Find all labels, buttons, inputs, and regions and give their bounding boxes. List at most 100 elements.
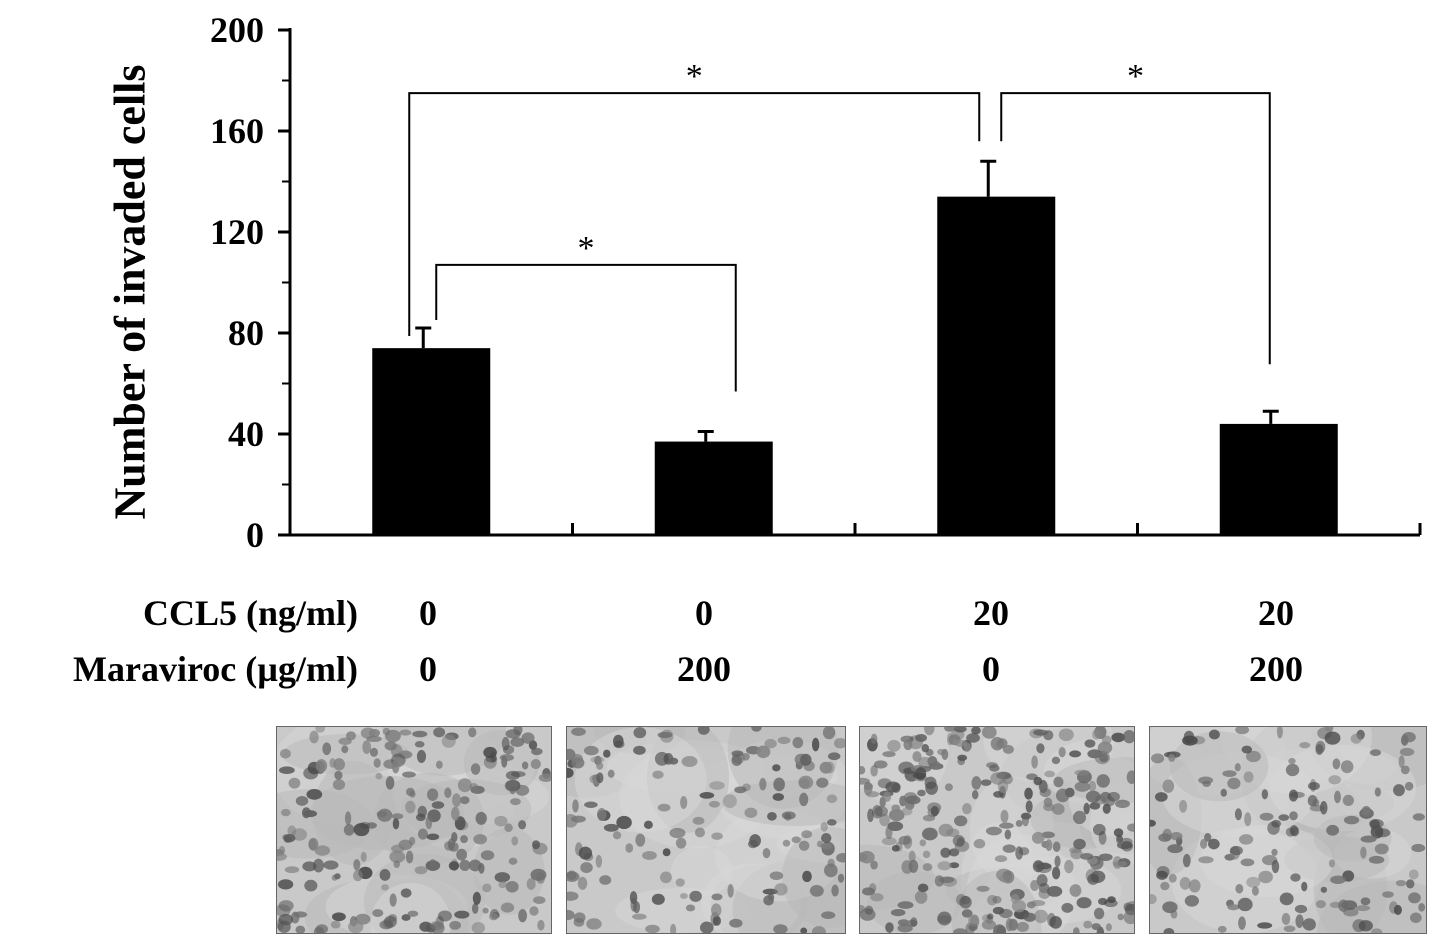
- cell: [1418, 903, 1426, 912]
- cell: [1122, 729, 1134, 744]
- cell: [389, 850, 406, 863]
- cell: [999, 822, 1014, 829]
- cell: [1240, 858, 1255, 867]
- cell: [444, 787, 452, 799]
- cell: [353, 859, 361, 871]
- cell: [1126, 770, 1134, 784]
- cell: [1117, 913, 1124, 921]
- cell: [1002, 744, 1014, 754]
- cell: [744, 807, 758, 818]
- cell: [982, 727, 997, 739]
- cell: [377, 808, 393, 822]
- cell: [417, 828, 428, 840]
- cell: [500, 902, 515, 913]
- cell: [675, 878, 685, 887]
- cell: [651, 893, 665, 905]
- cell: [348, 920, 364, 933]
- cell: [1307, 781, 1320, 791]
- cell: [1283, 925, 1296, 933]
- cell: [652, 770, 664, 779]
- cell: [366, 735, 382, 743]
- cell: [632, 913, 647, 920]
- cell: [1320, 886, 1328, 893]
- cell: [1217, 925, 1227, 933]
- cell: [607, 769, 615, 778]
- cell: [1324, 727, 1334, 732]
- cell: [314, 845, 331, 856]
- cell: [1055, 788, 1070, 803]
- cell: [800, 753, 812, 766]
- cell: [985, 826, 1002, 836]
- cell: [1179, 876, 1191, 890]
- cell: [1184, 895, 1200, 907]
- cell: [331, 912, 346, 922]
- cell: [867, 808, 874, 823]
- cell: [488, 912, 499, 921]
- micrograph-ccl5-20-maraviroc-0: [859, 726, 1135, 934]
- cell: [278, 845, 286, 855]
- cell: [451, 806, 460, 821]
- cell: [1053, 776, 1064, 788]
- y-tick-label: 120: [210, 212, 264, 252]
- cell: [1070, 848, 1083, 860]
- cell: [791, 836, 801, 844]
- cell: [772, 793, 785, 801]
- cell: [944, 783, 953, 792]
- cell: [1400, 765, 1410, 775]
- cell: [734, 786, 747, 794]
- cell: [1054, 855, 1061, 868]
- cell: [1044, 770, 1056, 778]
- cell: [1199, 838, 1208, 849]
- cell: [372, 909, 384, 917]
- cell: [578, 846, 593, 860]
- cell: [1360, 835, 1377, 843]
- cell: [885, 825, 893, 840]
- cell: [538, 773, 551, 782]
- cell: [948, 848, 960, 857]
- cell: [762, 848, 771, 859]
- cell: [937, 861, 952, 871]
- cell: [668, 757, 679, 765]
- cell: [511, 771, 526, 778]
- cell: [890, 908, 906, 917]
- cell: [400, 888, 412, 898]
- cell: [277, 879, 294, 890]
- cell: [1285, 827, 1295, 837]
- cell: [405, 800, 416, 814]
- cell: [1150, 819, 1156, 827]
- cell: [971, 789, 979, 800]
- cell: [577, 876, 588, 890]
- cell: [1371, 928, 1383, 933]
- cell: [1083, 920, 1093, 929]
- cell: [384, 741, 397, 751]
- cell: [764, 738, 777, 749]
- cell: [1030, 879, 1040, 892]
- cell: [1073, 838, 1086, 850]
- cell: [478, 862, 485, 874]
- cell: [362, 740, 372, 755]
- cell: [870, 893, 884, 902]
- cell: [1061, 902, 1074, 913]
- cell: [1168, 753, 1176, 762]
- cell: [966, 733, 980, 743]
- cell: [1243, 771, 1254, 783]
- cell: [811, 737, 820, 752]
- cell: [973, 838, 986, 849]
- cell: [1399, 747, 1415, 757]
- y-tick-label: 160: [210, 111, 264, 151]
- cell: [1295, 914, 1304, 928]
- cell: [353, 869, 363, 882]
- cell: [530, 759, 541, 770]
- cell: [1395, 879, 1407, 887]
- cell: [1127, 823, 1134, 832]
- cell: [1301, 881, 1308, 892]
- cell: [1179, 799, 1188, 813]
- micrograph-ccl5-0-maraviroc-0: [276, 726, 552, 934]
- y-tick-label: 200: [210, 10, 264, 50]
- cell: [1227, 777, 1241, 790]
- cell: [777, 736, 791, 745]
- cell: [625, 843, 634, 853]
- cell: [1302, 918, 1316, 931]
- cell: [309, 730, 319, 744]
- cell: [681, 755, 698, 768]
